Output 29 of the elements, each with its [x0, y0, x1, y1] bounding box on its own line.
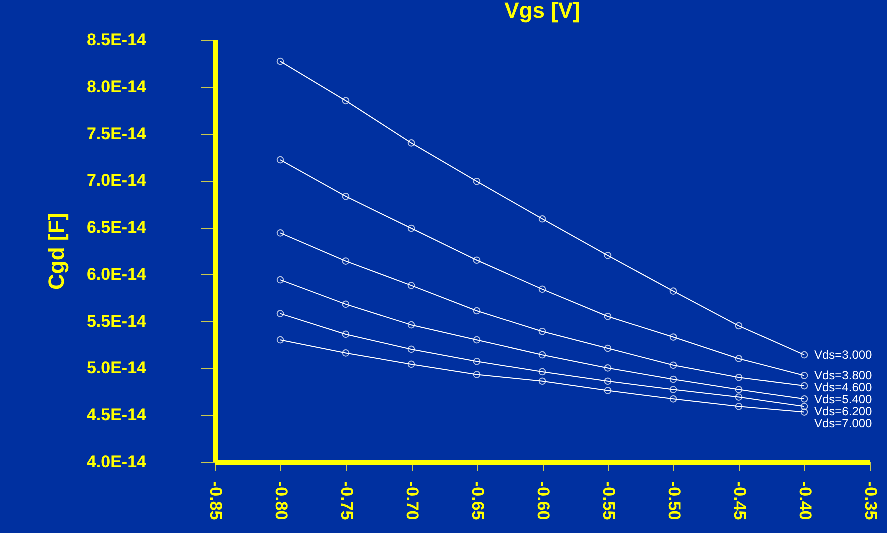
y-tick-label: 5.5E-14 — [86, 312, 148, 331]
series-label: Vds=6.200 — [814, 404, 873, 419]
y-tick-label: 7.5E-14 — [86, 124, 148, 144]
series-label: Vds=7.000 — [814, 416, 873, 431]
y-tick-label: 8.0E-14 — [86, 77, 148, 96]
y-tick-label: 5.0E-14 — [86, 358, 148, 378]
x-tick-label: -0.75 — [338, 482, 356, 520]
x-tick-label: -0.85 — [206, 482, 226, 520]
x-tick-label: -0.45 — [730, 482, 750, 520]
series-label: Vds=3.800 — [814, 368, 873, 383]
y-tick-label: 8.5E-14 — [86, 30, 148, 50]
x-tick-label: -0.65 — [468, 482, 488, 520]
y-tick-label: 4.5E-14 — [86, 406, 148, 425]
y-tick-label: 6.5E-14 — [86, 218, 148, 238]
y-tick-label: 6.0E-14 — [86, 264, 148, 284]
series-label: Vds=5.400 — [814, 392, 873, 407]
y-tick-label: 4.0E-14 — [86, 452, 148, 472]
x-tick-label: -0.50 — [665, 482, 684, 520]
series-label: Vds=4.600 — [814, 380, 873, 395]
x-tick-label: -0.35 — [862, 482, 880, 520]
series-label: Vds=3.000 — [814, 348, 873, 362]
y-axis-title: Cgd [F] — [44, 213, 69, 290]
y-tick-label: 7.0E-14 — [86, 171, 148, 190]
x-axis-title: Vgs [V] — [504, 0, 580, 23]
x-tick-label: -0.60 — [534, 482, 553, 520]
x-tick-label: -0.80 — [272, 482, 291, 520]
x-tick-label: -0.55 — [600, 482, 618, 520]
x-tick-label: -0.70 — [403, 482, 422, 520]
x-tick-label: -0.40 — [796, 482, 815, 520]
